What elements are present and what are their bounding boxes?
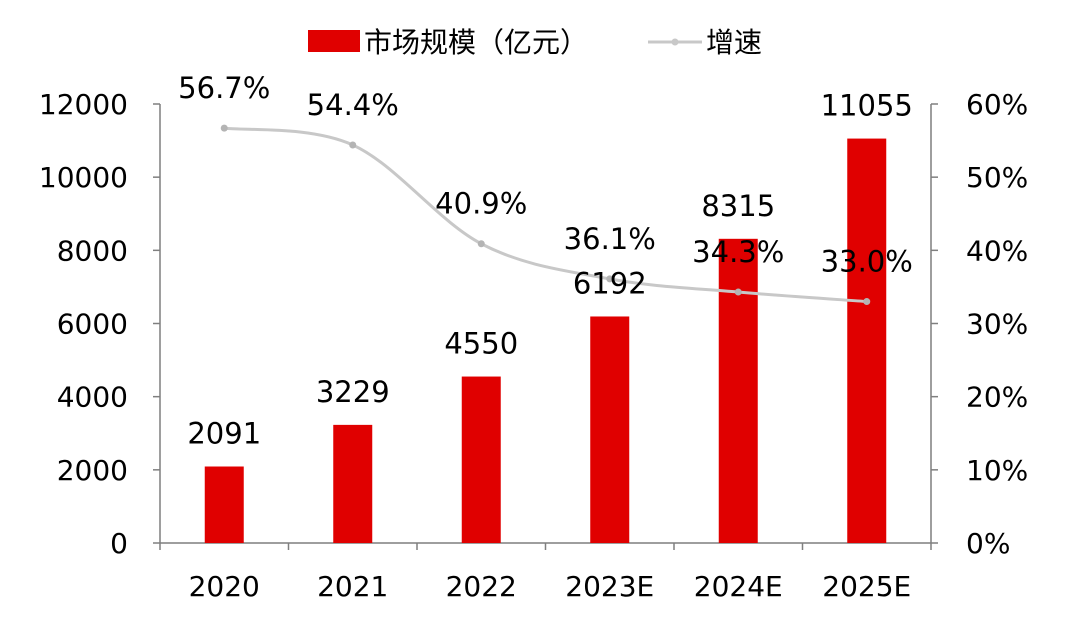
legend-label-market-size: 市场规模（亿元） <box>364 26 588 59</box>
y-left-tick-label: 12000 <box>39 88 128 121</box>
bar <box>461 376 501 543</box>
y-right-tick-label: 30% <box>966 308 1028 341</box>
y-right-tick-label: 20% <box>966 381 1028 414</box>
x-tick-label: 2022 <box>446 570 517 603</box>
legend-swatch-market-size <box>308 30 360 52</box>
growth-line <box>220 124 871 306</box>
bar-value-label: 4550 <box>444 327 518 361</box>
y-left-tick-label: 6000 <box>57 308 128 341</box>
x-tick-label: 2023E <box>565 570 654 603</box>
legend: 市场规模（亿元） 增速 <box>308 26 762 59</box>
y-right-tick-label: 40% <box>966 234 1028 267</box>
bar-value-label: 11055 <box>821 89 913 123</box>
bar-value-label: 3229 <box>316 375 390 409</box>
y-left-tick-label: 0 <box>110 527 128 560</box>
bars <box>204 138 887 544</box>
bar <box>204 466 244 543</box>
x-tick-label: 2024E <box>694 570 783 603</box>
bar-value-label: 6192 <box>573 266 647 300</box>
legend-label-growth: 增速 <box>706 26 762 59</box>
y-left-tick-label: 10000 <box>39 161 128 194</box>
growth-value-label: 33.0% <box>821 245 913 279</box>
growth-value-label: 40.9% <box>435 187 527 221</box>
growth-value-label: 36.1% <box>564 222 656 256</box>
growth-value-label: 34.3% <box>692 235 784 269</box>
data-labels: 2091 3229 4550 6192 8315 11055 56.7% 54.4% 40.9%… <box>178 71 913 450</box>
growth-point <box>734 288 742 296</box>
growth-point <box>477 240 485 248</box>
bar-value-label: 8315 <box>701 189 775 223</box>
bar-value-label: 2091 <box>187 417 261 451</box>
y-right-tick-label: 0% <box>966 527 1010 560</box>
x-tick-label: 2020 <box>189 570 260 603</box>
axes: 0 2000 4000 6000 8000 10000 12000 0% 10% 20% 30% 40… <box>39 88 1028 603</box>
y-right-tick-label: 50% <box>966 161 1028 194</box>
growth-value-label: 56.7% <box>178 71 270 105</box>
growth-point <box>349 141 357 149</box>
y-right-tick-label: 10% <box>966 454 1028 487</box>
x-tick-label: 2025E <box>822 570 911 603</box>
legend-marker-growth <box>671 38 679 46</box>
y-left-tick-label: 2000 <box>57 454 128 487</box>
y-left-tick-label: 8000 <box>57 234 128 267</box>
y-left-tick-label: 4000 <box>57 381 128 414</box>
growth-line-path <box>224 126 867 304</box>
bar <box>847 138 887 544</box>
growth-point <box>863 298 871 306</box>
bar <box>590 316 630 543</box>
bar <box>718 238 758 544</box>
y-right-tick-label: 60% <box>966 88 1028 121</box>
x-tick-label: 2021 <box>317 570 388 603</box>
growth-point <box>220 124 228 132</box>
growth-value-label: 54.4% <box>307 88 399 122</box>
growth-point <box>606 275 614 283</box>
bar <box>333 424 373 543</box>
